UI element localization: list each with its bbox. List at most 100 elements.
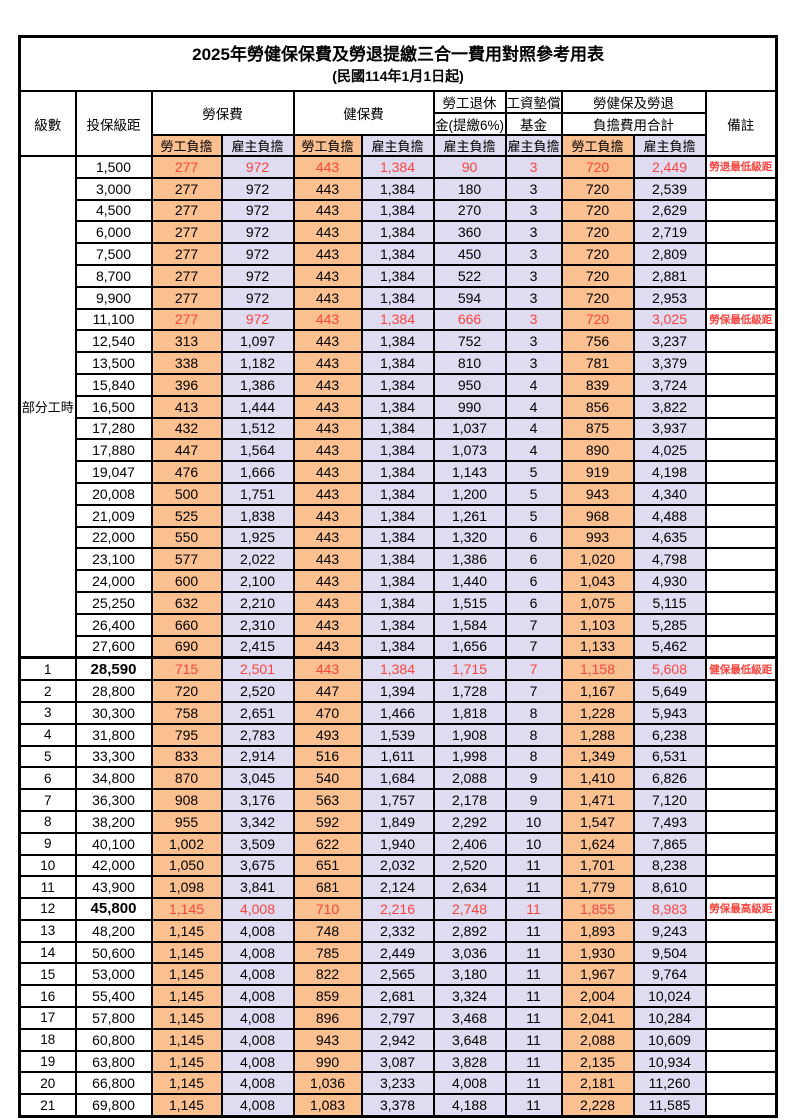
part-time-group-label: 部分工時 (18, 155, 77, 659)
header-pension-employer: 雇主負擔 (432, 134, 507, 157)
total-employee-cell: 1,043 (560, 569, 635, 593)
total-employee-cell: 1,471 (560, 788, 635, 812)
total-employee-cell: 720 (560, 198, 635, 223)
remark-cell (704, 569, 778, 593)
health-employer-cell: 1,384 (360, 372, 435, 397)
total-employer-cell: 8,983 (632, 897, 707, 921)
health-employee-cell: 443 (292, 634, 363, 659)
labor-employer-cell: 4,008 (220, 1071, 295, 1096)
wage-fund-employer-cell: 3 (504, 220, 563, 245)
bracket-cell: 12,540 (74, 329, 153, 354)
wage-fund-employer-cell: 11 (504, 1027, 563, 1052)
level-cell: 12 (18, 897, 77, 921)
health-employer-cell: 2,124 (360, 875, 435, 900)
total-employee-cell: 2,004 (560, 984, 635, 1009)
health-employee-cell: 822 (292, 962, 363, 987)
labor-employer-cell: 4,008 (220, 962, 295, 987)
pension-employer-cell: 2,634 (432, 875, 507, 900)
health-employee-cell: 1,036 (292, 1071, 363, 1096)
wage-fund-employer-cell: 8 (504, 744, 563, 769)
title-row: 2025年勞健保保費及勞退提繳三合一費用對照參考用表 (民國114年1月1日起) (18, 35, 778, 92)
health-employer-cell: 1,849 (360, 809, 435, 834)
labor-employee-cell: 277 (150, 285, 223, 310)
total-employer-cell: 2,953 (632, 285, 707, 310)
health-employee-cell: 896 (292, 1006, 363, 1030)
pension-employer-cell: 360 (432, 220, 507, 245)
total-employee-cell: 2,228 (560, 1093, 635, 1118)
total-employee-cell: 720 (560, 307, 635, 332)
labor-employer-cell: 1,182 (220, 351, 295, 375)
level-cell: 8 (18, 809, 77, 834)
pension-employer-cell: 1,515 (432, 590, 507, 615)
wage-fund-employer-cell: 10 (504, 809, 563, 834)
wage-fund-employer-cell: 3 (504, 263, 563, 288)
total-employer-cell: 5,943 (632, 700, 707, 725)
remark-cell (704, 1027, 778, 1052)
wage-fund-employer-cell: 9 (504, 766, 563, 791)
bracket-cell: 33,300 (74, 744, 153, 769)
labor-employer-cell: 972 (220, 242, 295, 266)
level-cell: 11 (18, 875, 77, 900)
table-row: 27,600 690 2,415 443 1,384 1,656 7 1,133 5,462 (20, 634, 778, 659)
total-employer-cell: 9,504 (632, 940, 707, 965)
health-employee-cell: 443 (292, 460, 363, 484)
health-employee-cell: 681 (292, 875, 363, 900)
total-employer-cell: 3,724 (632, 372, 707, 397)
bracket-cell: 4,500 (74, 198, 153, 223)
total-employee-cell: 856 (560, 394, 635, 419)
remark-cell (704, 984, 778, 1009)
pension-employer-cell: 4,008 (432, 1071, 507, 1096)
total-employee-cell: 1,288 (560, 722, 635, 747)
wage-fund-employer-cell: 11 (504, 940, 563, 965)
remark-cell (704, 242, 778, 266)
pension-employer-cell: 3,324 (432, 984, 507, 1009)
health-employer-cell: 1,384 (360, 460, 435, 484)
labor-employer-cell: 972 (220, 176, 295, 201)
remark-cell (704, 481, 778, 506)
labor-employer-cell: 972 (220, 285, 295, 310)
total-employer-cell: 2,881 (632, 263, 707, 288)
total-employer-cell: 2,719 (632, 220, 707, 245)
total-employer-cell: 4,798 (632, 547, 707, 572)
bracket-cell: 34,800 (74, 766, 153, 791)
total-employer-cell: 3,822 (632, 394, 707, 419)
table-row: 4 31,800 795 2,783 493 1,539 1,908 8 1,288 6,238 (18, 722, 778, 747)
header-wage-fund-employer: 雇主負擔 (504, 134, 563, 157)
labor-employee-cell: 795 (150, 722, 223, 747)
bracket-cell: 63,800 (74, 1049, 153, 1074)
level-cell: 13 (18, 918, 77, 943)
health-employer-cell: 1,684 (360, 766, 435, 791)
health-employer-cell: 1,384 (360, 176, 435, 201)
pension-employer-cell: 1,908 (432, 722, 507, 747)
health-employer-cell: 1,384 (360, 242, 435, 266)
header-wage-fund-line1: 工資墊償 (504, 90, 563, 114)
level-cell: 16 (18, 984, 77, 1009)
bracket-cell: 55,400 (74, 984, 153, 1009)
remark-cell (704, 831, 778, 856)
total-employee-cell: 993 (560, 525, 635, 550)
table-row: 20 66,800 1,145 4,008 1,036 3,233 4,008 11 2,181… (18, 1071, 778, 1096)
remark-cell (704, 416, 778, 441)
pension-employer-cell: 522 (432, 263, 507, 288)
wage-fund-employer-cell: 6 (504, 547, 563, 572)
labor-employee-cell: 277 (150, 198, 223, 223)
total-employer-cell: 4,025 (632, 438, 707, 463)
health-employer-cell: 1,611 (360, 744, 435, 769)
labor-employer-cell: 2,520 (220, 679, 295, 703)
health-employer-cell: 1,384 (360, 155, 435, 179)
pension-employer-cell: 990 (432, 394, 507, 419)
labor-employee-cell: 577 (150, 547, 223, 572)
labor-employer-cell: 3,045 (220, 766, 295, 791)
total-employer-cell: 9,243 (632, 918, 707, 943)
wage-fund-employer-cell: 5 (504, 481, 563, 506)
health-employer-cell: 1,384 (360, 656, 435, 682)
table-row: 2 28,800 720 2,520 447 1,394 1,728 7 1,167 5,649 (18, 679, 778, 703)
header-total-employee: 勞工負擔 (560, 134, 635, 157)
remark-cell: 勞退最低級距 (704, 155, 778, 179)
total-employee-cell: 1,349 (560, 744, 635, 769)
bracket-cell: 26,400 (74, 612, 153, 637)
pension-employer-cell: 270 (432, 198, 507, 223)
table-row: 11,100 277 972 443 1,384 666 3 720 3,025 勞保最低級距 (20, 307, 778, 332)
labor-employee-cell: 1,145 (150, 897, 223, 921)
remark-cell (704, 612, 778, 637)
